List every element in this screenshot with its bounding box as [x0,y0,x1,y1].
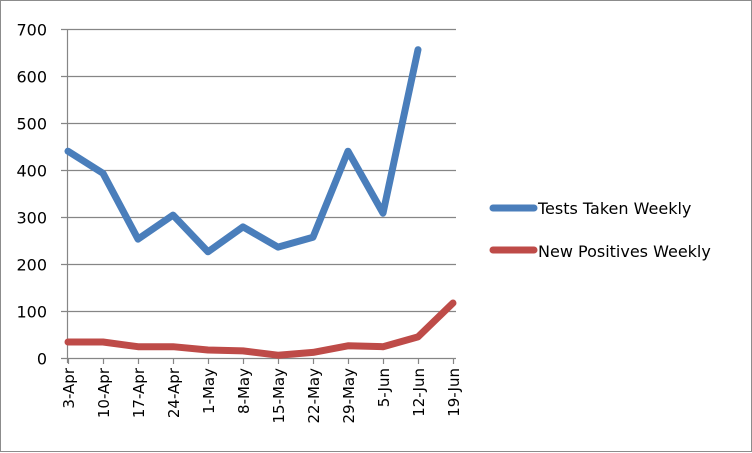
x-tick-label: 22-May [305,368,323,424]
x-axis: 3-Apr 10-Apr 17-Apr 24-Apr 1-May 8-May 15-May 2… [60,358,463,424]
y-tick-label: 400 [16,162,47,181]
x-tick-label: 10-Apr [95,367,113,418]
y-axis: 0 100 200 300 400 500 600 700 [16,21,69,369]
y-tick-label: 100 [16,303,47,322]
x-tick-label: 19-Jun [445,368,463,417]
series-line-1 [64,299,457,359]
x-tick-label: 1-May [200,368,218,414]
y-tick-label: 200 [16,256,47,275]
y-tick-label: 600 [16,68,47,87]
y-tick-label: 300 [16,209,47,228]
series-lines [64,46,457,359]
legend-label-tests: Tests Taken Weekly [537,199,691,218]
x-tick-label: 8-May [235,368,253,414]
x-tick-label: 24-Apr [165,367,183,418]
x-tick-label: 12-Jun [410,368,428,417]
y-tick-label: 0 [37,350,47,369]
x-tick-label: 3-Apr [60,367,78,408]
gridlines [61,28,456,360]
legend-item-positives: New Positives Weekly [489,242,711,261]
legend: Tests Taken Weekly New Positives Weekly [489,199,711,261]
x-tick-label: 17-Apr [130,367,148,418]
series-line-0 [64,46,422,256]
x-tick-label: 29-May [340,368,358,424]
y-tick-label: 700 [16,21,47,40]
x-tick-label: 15-May [270,368,288,424]
x-tick-label: 5-Jun [375,368,393,407]
y-tick-label: 500 [16,115,47,134]
legend-label-positives: New Positives Weekly [538,242,711,261]
legend-item-tests: Tests Taken Weekly [489,199,691,218]
